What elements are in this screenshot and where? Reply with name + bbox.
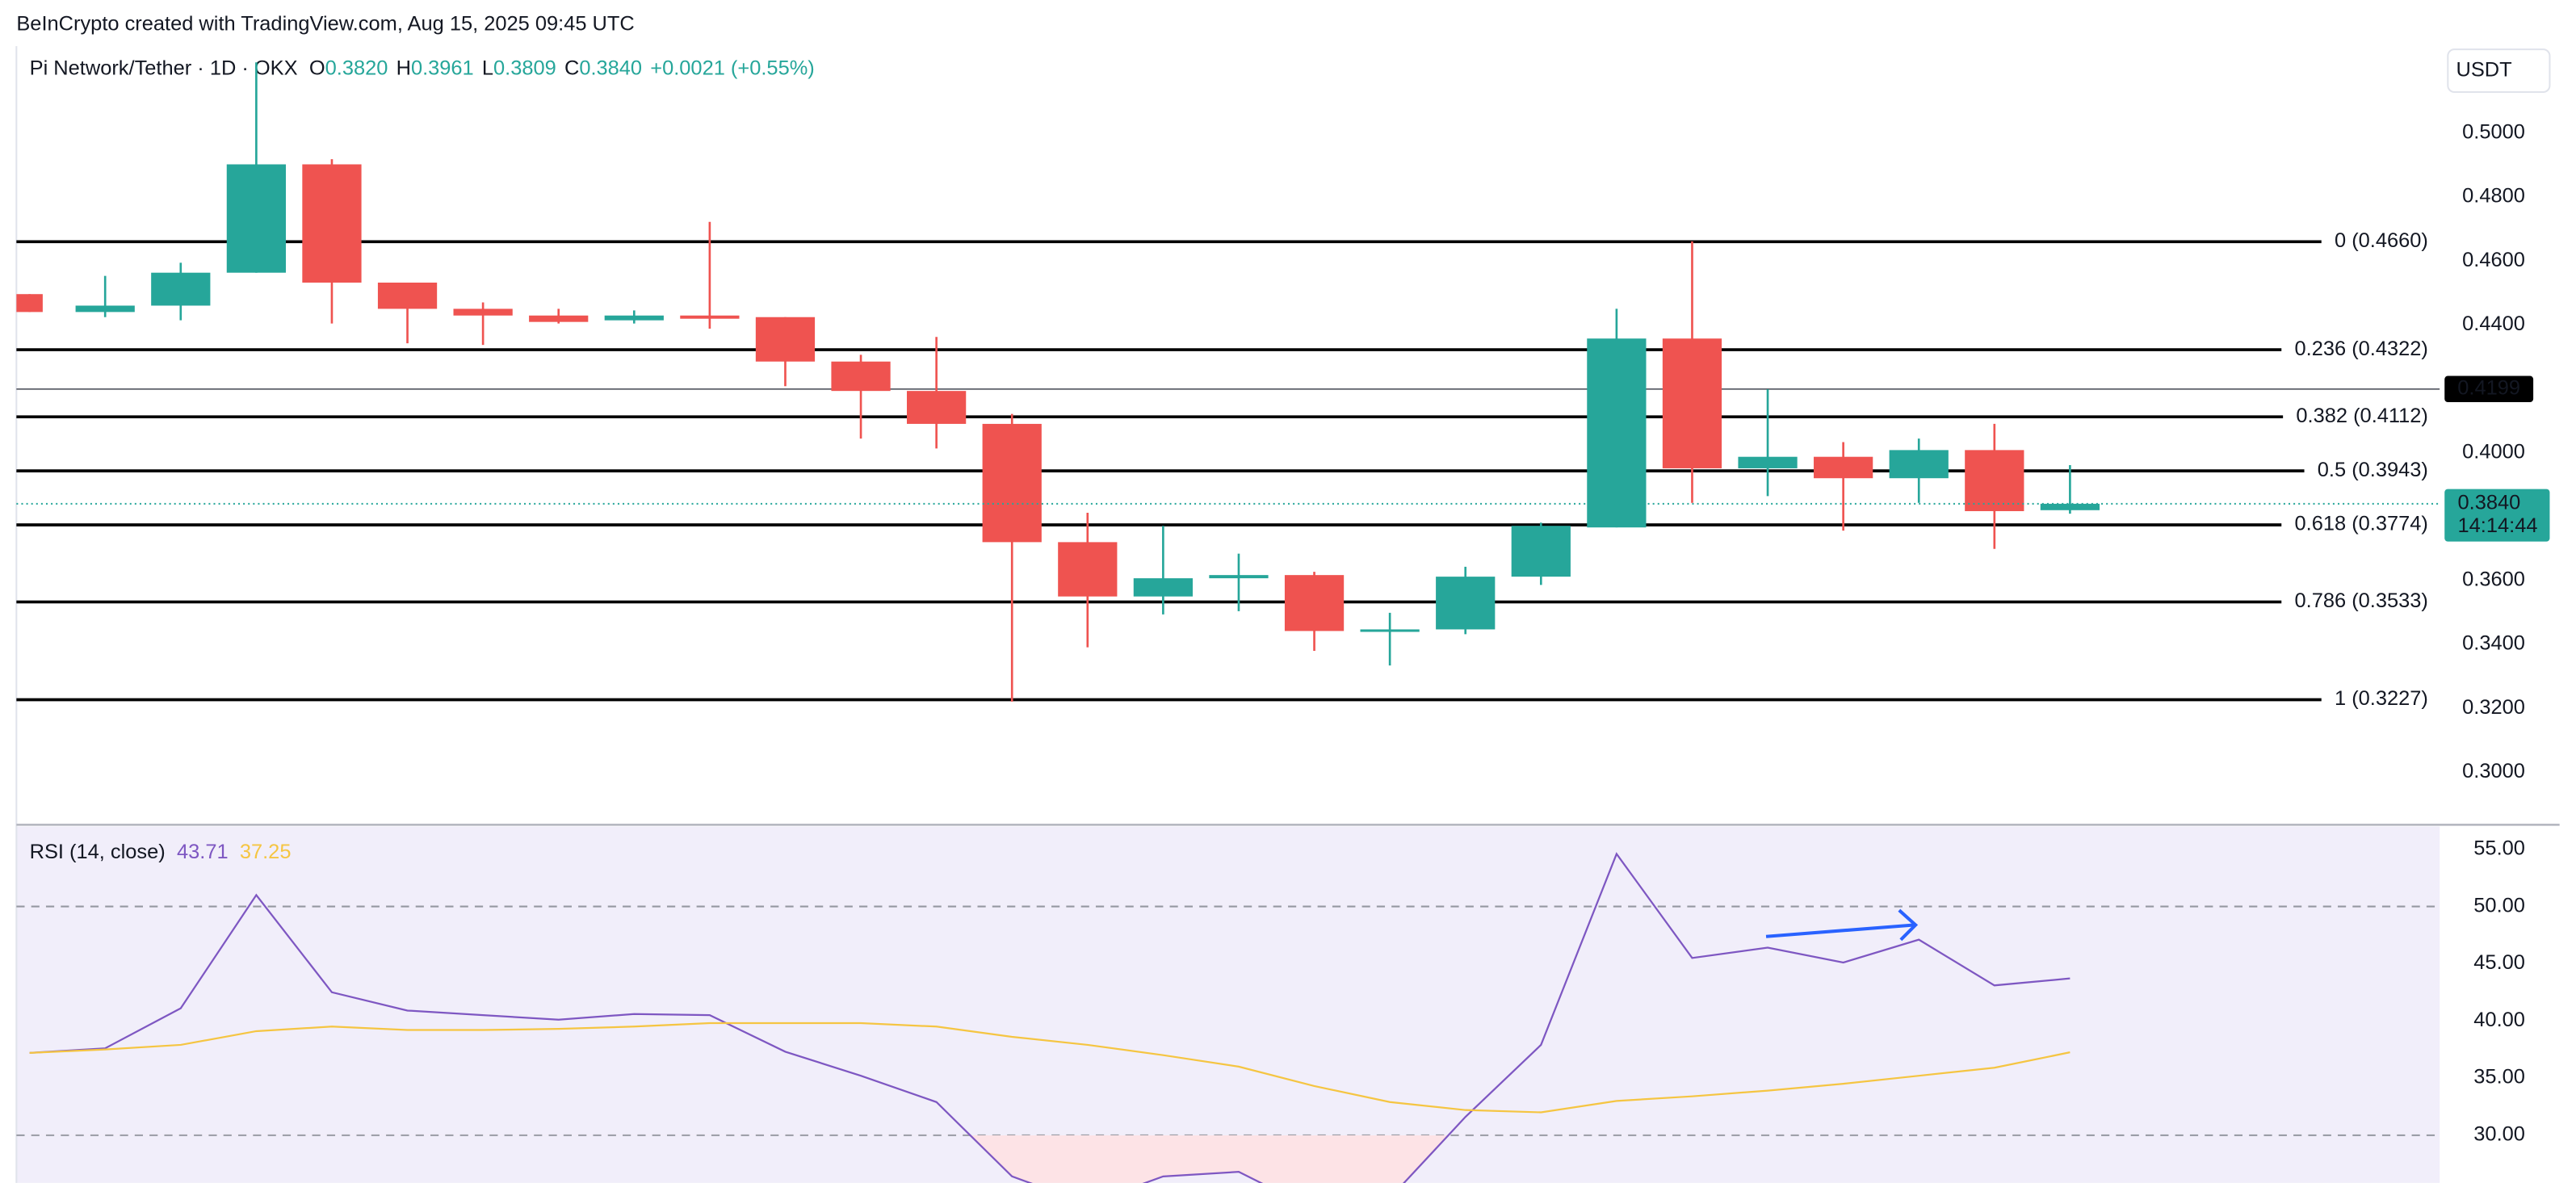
fib-label: 0.236 (0.4322) xyxy=(2295,338,2428,360)
y-tick-label: 35.00 xyxy=(2473,1066,2525,1089)
legend: Pi Network/Tether · 1D · OKX O0.3820 H0.39… xyxy=(30,57,815,79)
rsi-line xyxy=(29,1021,2070,1114)
ohlc-key: C xyxy=(564,57,579,79)
candle-body xyxy=(1209,575,1269,579)
candle-body xyxy=(604,315,664,321)
rsi-title: RSI (14, close) xyxy=(30,841,166,863)
candle-body xyxy=(16,294,43,313)
fib-label: 1 (0.3227) xyxy=(2335,687,2428,710)
fib-label: 0.618 (0.3774) xyxy=(2295,513,2428,535)
candle-body xyxy=(1814,456,1873,479)
candle-body xyxy=(1284,575,1345,631)
annotation-arrow xyxy=(1765,908,1919,942)
candle-body xyxy=(151,272,211,306)
oversold-fill xyxy=(29,1135,2070,1183)
y-tick-label: 50.00 xyxy=(2473,894,2525,917)
fib-label: 0.5 (0.3943) xyxy=(2318,459,2428,481)
candle-body xyxy=(1587,338,1647,528)
candle-body xyxy=(1738,456,1798,468)
legend-text: Pi Network/Tether · 1D · OKX O0.3820 H0.39… xyxy=(30,57,815,79)
rsi-legend-value: 37.25 xyxy=(240,841,292,863)
fib-label: 0.382 (0.4112) xyxy=(2296,405,2427,427)
last-price-box xyxy=(2444,489,2550,542)
candle-body xyxy=(302,164,362,283)
candle-body xyxy=(907,391,967,424)
y-tick-label: 40.00 xyxy=(2473,1009,2525,1031)
last-price-label: 0.3840 xyxy=(2458,492,2521,514)
y-tick-label: 0.3400 xyxy=(2462,632,2525,655)
candle-body xyxy=(1965,450,2024,511)
candle-body xyxy=(1662,338,1722,468)
candle-body xyxy=(453,308,513,316)
ohlc-key: O xyxy=(309,57,325,79)
y-tick-label: 0.4000 xyxy=(2462,440,2525,463)
fib-label: 0.786 (0.3533) xyxy=(2295,589,2428,612)
y-tick-label: 0.3200 xyxy=(2462,696,2525,719)
y-tick-label: 45.00 xyxy=(2473,951,2525,974)
candle-body xyxy=(1133,578,1194,597)
rsi-legend-value: 43.71 xyxy=(177,841,229,863)
arrow-head xyxy=(1898,908,1919,942)
marker-box xyxy=(2444,375,2534,403)
y-tick-label: 0.4800 xyxy=(2462,185,2525,208)
currency: USDT xyxy=(2456,58,2511,81)
candle-body xyxy=(75,305,135,313)
candle-body xyxy=(1889,450,1949,479)
candle-body xyxy=(1511,526,1571,577)
ohlc-value: 0.3809 xyxy=(493,57,556,79)
candle-body xyxy=(1058,542,1118,597)
countdown: 14:14:44 xyxy=(2458,514,2538,537)
candle-body xyxy=(1360,629,1420,632)
candle-body xyxy=(2040,503,2100,510)
candle-body xyxy=(982,423,1042,543)
fib-label: 0 (0.4660) xyxy=(2335,229,2428,252)
y-tick-label: 0.4600 xyxy=(2462,249,2525,271)
arrow-line xyxy=(1765,923,1915,938)
candle-body xyxy=(529,315,589,322)
y-tick-label: 0.3000 xyxy=(2462,760,2525,782)
marker-label: 0.4199 xyxy=(2457,376,2520,399)
ohlc-value: 0.3820 xyxy=(325,57,388,79)
candle-body xyxy=(755,317,816,362)
y-tick-label: 0.5000 xyxy=(2462,120,2525,143)
ohlc-key: L xyxy=(482,57,493,79)
y-tick-label: 55.00 xyxy=(2473,837,2525,859)
change: +0.0021 (+0.55%) xyxy=(650,57,815,79)
candle-body xyxy=(377,282,438,309)
ohlc-key: H xyxy=(396,57,411,79)
y-tick-label: 0.4400 xyxy=(2462,313,2525,335)
attribution: BeInCrypto created with TradingView.com,… xyxy=(16,12,634,35)
y-tick-label: 30.00 xyxy=(2473,1123,2525,1146)
currency-box xyxy=(2447,48,2551,94)
ohlc-value: 0.3840 xyxy=(579,57,642,79)
ohlc-value: 0.3961 xyxy=(411,57,474,79)
rsi-line xyxy=(29,852,2070,1183)
candle-body xyxy=(226,164,286,273)
candle-body xyxy=(831,361,891,392)
y-tick-label: 0.3600 xyxy=(2462,568,2525,591)
rsi-legend: RSI (14, close) 43.71 37.25 xyxy=(30,841,292,863)
chart-title: Pi Network/Tether · 1D · OKX xyxy=(30,57,298,79)
candle-body xyxy=(1436,577,1496,630)
rsi-panel xyxy=(16,826,2440,1183)
candle-body xyxy=(680,315,740,319)
